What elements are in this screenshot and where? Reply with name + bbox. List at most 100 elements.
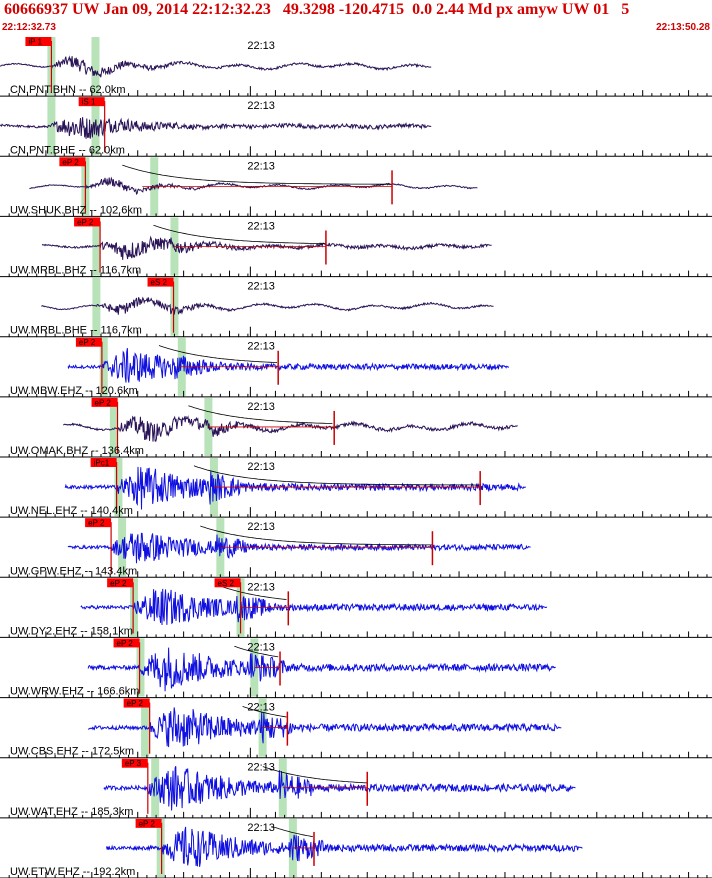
minute-label: 22:13 bbox=[247, 581, 275, 593]
trace-panel: 22:13 eP 2 UW.ETW.EHZ -- 192.2km bbox=[0, 818, 712, 878]
trace-panel: 22:13 iP 1 CN.PNT.BHN -- 62.0km bbox=[0, 37, 712, 97]
trace-panel: 22:13 eP 2 UW.GPW.EHZ -- 143.4km bbox=[0, 518, 712, 578]
waveform bbox=[87, 647, 556, 692]
trace-panel: 22:13 iS 1 CN.PNT.BHE -- 62.0km bbox=[0, 97, 712, 157]
phase-pick-box bbox=[121, 758, 148, 768]
minute-label: 22:13 bbox=[247, 401, 275, 413]
predicted-arrival-band bbox=[109, 397, 118, 456]
phase-pick-box bbox=[25, 37, 52, 46]
minute-label: 22:13 bbox=[247, 762, 275, 774]
minute-label: 22:13 bbox=[247, 461, 275, 473]
window-start-time: 22:12:32.73 bbox=[2, 22, 56, 33]
coda-decay-curve bbox=[158, 345, 277, 363]
station-label: UW.MBW.EHZ -- 120.6km bbox=[10, 385, 138, 397]
station-label: UW.NEL.EHZ -- 140.4km bbox=[10, 505, 133, 517]
phase-pick-label: eP 2 bbox=[95, 398, 112, 407]
waveform bbox=[87, 707, 562, 748]
station-label: CN.PNT.BHE -- 62.0km bbox=[10, 144, 125, 156]
waveform bbox=[80, 588, 548, 626]
minute-label: 22:13 bbox=[247, 822, 275, 834]
phase-pick-label: eS 2 bbox=[151, 278, 168, 287]
event-title: 60666937 UW Jan 09, 2014 22:12:32.23 49.… bbox=[4, 1, 630, 18]
phase-pick-box bbox=[75, 337, 102, 347]
coda-decay-curve bbox=[188, 405, 333, 424]
trace-panel: 22:13 eP 2 UW.WRW.EHZ -- 166.6km bbox=[0, 638, 712, 699]
station-label: UW.GPW.EHZ -- 143.4km bbox=[10, 565, 137, 577]
coda-decay-curve bbox=[242, 706, 287, 718]
phase-pick-label: eP 2 bbox=[79, 338, 96, 347]
coda-decay-curve bbox=[234, 645, 279, 658]
phase-pick-box bbox=[91, 397, 118, 407]
waveform bbox=[64, 466, 526, 510]
minute-label: 22:13 bbox=[247, 160, 275, 172]
phase-pick-label: eP 2 bbox=[77, 218, 94, 227]
phase-pick-label: eP 2 bbox=[62, 158, 79, 167]
coda-decay-curve bbox=[262, 766, 367, 784]
phase-pick-box bbox=[123, 698, 150, 708]
predicted-arrival-band bbox=[136, 638, 145, 697]
trace-panel: 22:13 eP 3 UW.WAT.EHZ -- 185.3km bbox=[0, 758, 712, 819]
predicted-arrival-band bbox=[47, 97, 56, 156]
predicted-arrival-band bbox=[170, 277, 179, 336]
coda-decay-curve bbox=[200, 525, 433, 546]
coda-decay-curve bbox=[122, 164, 391, 185]
phase-pick-label: iPc1 bbox=[94, 459, 110, 468]
waveform bbox=[41, 235, 492, 260]
station-label: UW.WAT.EHZ -- 185.3km bbox=[10, 806, 133, 818]
station-label: UW.MRBL.BHZ -- 116.7km bbox=[10, 265, 141, 277]
station-label: UW.OMAK.BHZ -- 136.4km bbox=[10, 445, 144, 457]
station-label: UW.DY2.EHZ -- 158.1km bbox=[10, 625, 133, 637]
trace-panel: 22:13 eP 2 UW.SHUK.BHZ -- 102.6km bbox=[0, 157, 712, 217]
phase-pick-label: eS 2 bbox=[218, 579, 235, 588]
phase-pick-box bbox=[59, 157, 86, 167]
trace-panel: 22:13 eP 2 eS 2 UW.DY2.EHZ -- 158.1km bbox=[0, 578, 712, 638]
phase-pick-box bbox=[85, 518, 112, 528]
minute-label: 22:13 bbox=[247, 702, 275, 714]
trace-panel: 22:13 iPc1 UW.NEL.EHZ -- 140.4km bbox=[0, 458, 712, 518]
trace-panel: 22:13 eS 2 UW.MRBL.BHE -- 116.7km bbox=[0, 277, 712, 338]
minute-label: 22:13 bbox=[247, 521, 275, 533]
coda-decay-curve bbox=[153, 224, 326, 245]
phase-pick-box bbox=[135, 818, 162, 828]
phase-pick-label: eP 2 bbox=[110, 579, 127, 588]
minute-label: 22:13 bbox=[247, 100, 275, 112]
station-label: UW.SHUK.BHZ -- 102.6km bbox=[10, 204, 142, 216]
coda-decay-curve bbox=[220, 585, 287, 600]
predicted-arrival-band bbox=[114, 458, 123, 517]
phase-pick-label: eP 2 bbox=[88, 519, 105, 528]
phase-pick-box bbox=[74, 217, 101, 227]
waveform bbox=[0, 55, 432, 78]
seismogram-record-section: 22:13 iP 1 CN.PNT.BHN -- 62.0km 22:13 iS 1 CN… bbox=[0, 37, 712, 878]
predicted-arrival-band bbox=[151, 758, 160, 817]
waveform bbox=[0, 117, 432, 139]
minute-label: 22:13 bbox=[247, 40, 275, 52]
trace-panel: 22:13 eP 2 UW.OMAK.BHZ -- 136.4km bbox=[0, 397, 712, 458]
waveform bbox=[41, 296, 494, 315]
station-label: UW.CBS.EHZ -- 172.5km bbox=[10, 746, 134, 758]
coda-decay-curve bbox=[272, 826, 313, 837]
waveform bbox=[67, 348, 510, 383]
predicted-arrival-band bbox=[250, 638, 259, 697]
phase-pick-label: eP 2 bbox=[139, 819, 156, 828]
phase-pick-box bbox=[113, 638, 140, 648]
trace-panel: 22:13 eP 2 UW.CBS.EHZ -- 172.5km bbox=[0, 698, 712, 759]
waveform bbox=[63, 415, 518, 442]
phase-pick-box bbox=[147, 277, 174, 287]
phase-pick-box bbox=[78, 97, 105, 107]
phase-pick-box bbox=[90, 458, 117, 467]
phase-pick-label: eP 2 bbox=[127, 699, 144, 708]
station-label: UW.ETW.EHZ -- 192.2km bbox=[10, 866, 135, 878]
minute-label: 22:13 bbox=[247, 641, 275, 653]
coda-decay-curve bbox=[193, 465, 480, 486]
minute-label: 22:13 bbox=[247, 281, 275, 293]
phase-pick-box bbox=[214, 578, 241, 588]
station-label: CN.PNT.BHN -- 62.0km bbox=[10, 84, 126, 96]
trace-panel: 22:13 eP 2 UW.MBW.EHZ -- 120.6km bbox=[0, 337, 712, 398]
waveform bbox=[106, 826, 583, 867]
minute-label: 22:13 bbox=[247, 341, 275, 353]
phase-pick-label: eP 3 bbox=[125, 759, 142, 768]
minute-label: 22:13 bbox=[247, 220, 275, 232]
waveform bbox=[103, 766, 576, 811]
station-label: UW.WRW.EHZ -- 166.6km bbox=[10, 686, 139, 698]
phase-pick-label: eP 2 bbox=[117, 639, 134, 648]
